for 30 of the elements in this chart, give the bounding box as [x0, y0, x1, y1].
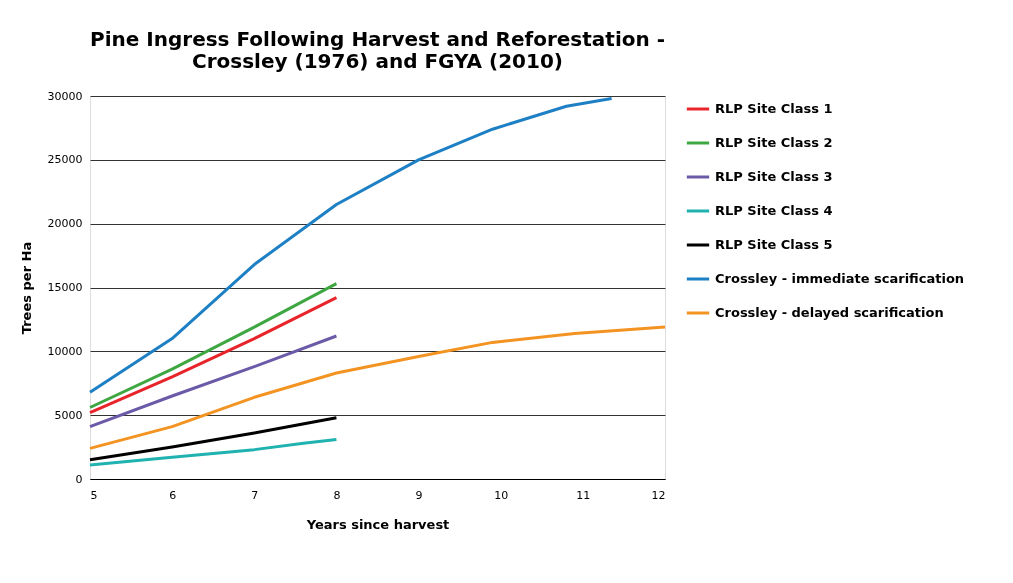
x-tick-label: 10 [494, 488, 509, 502]
y-tick-label: 25000 [47, 153, 83, 167]
legend-label: RLP Site Class 2 [715, 135, 833, 150]
x-tick-label: 9 [415, 488, 423, 502]
x-tick-label: 8 [333, 488, 341, 502]
line-series [88, 334, 338, 429]
legend-label: RLP Site Class 5 [715, 237, 833, 252]
x-tick-label: 12 [651, 488, 666, 502]
y-tick-label: 20000 [47, 217, 83, 231]
chart-title: Pine Ingress Following Harvest and Reforestation - Crossley (1976) and FGYA (2010) [90, 27, 665, 73]
y-tick-label: 5000 [54, 408, 83, 422]
y-tick-label: 15000 [47, 281, 83, 294]
y-tick-label: 10000 [47, 344, 83, 358]
legend-label: RLP Site Class 3 [715, 169, 833, 184]
line-series [88, 416, 338, 462]
x-tick-label: 11 [576, 488, 591, 502]
legend-label: RLP Site Class 1 [715, 101, 833, 116]
legend-label: Crossley - delayed scarification [715, 305, 944, 320]
y-axis-title: Trees per Ha [18, 241, 34, 335]
x-tick-label: 5 [90, 488, 98, 502]
legend-label: RLP Site Class 4 [715, 203, 833, 218]
line-series [88, 325, 667, 450]
x-tick-label: 6 [169, 488, 177, 502]
x-axis-title: Years since harvest [305, 516, 450, 532]
legend-label: Crossley - immediate scarification [715, 271, 965, 286]
y-tick-label: 30000 [47, 89, 83, 103]
line-series [88, 97, 614, 394]
y-tick-label: 0 [75, 472, 83, 486]
x-tick-label: 7 [251, 488, 259, 502]
line-series [88, 437, 338, 467]
